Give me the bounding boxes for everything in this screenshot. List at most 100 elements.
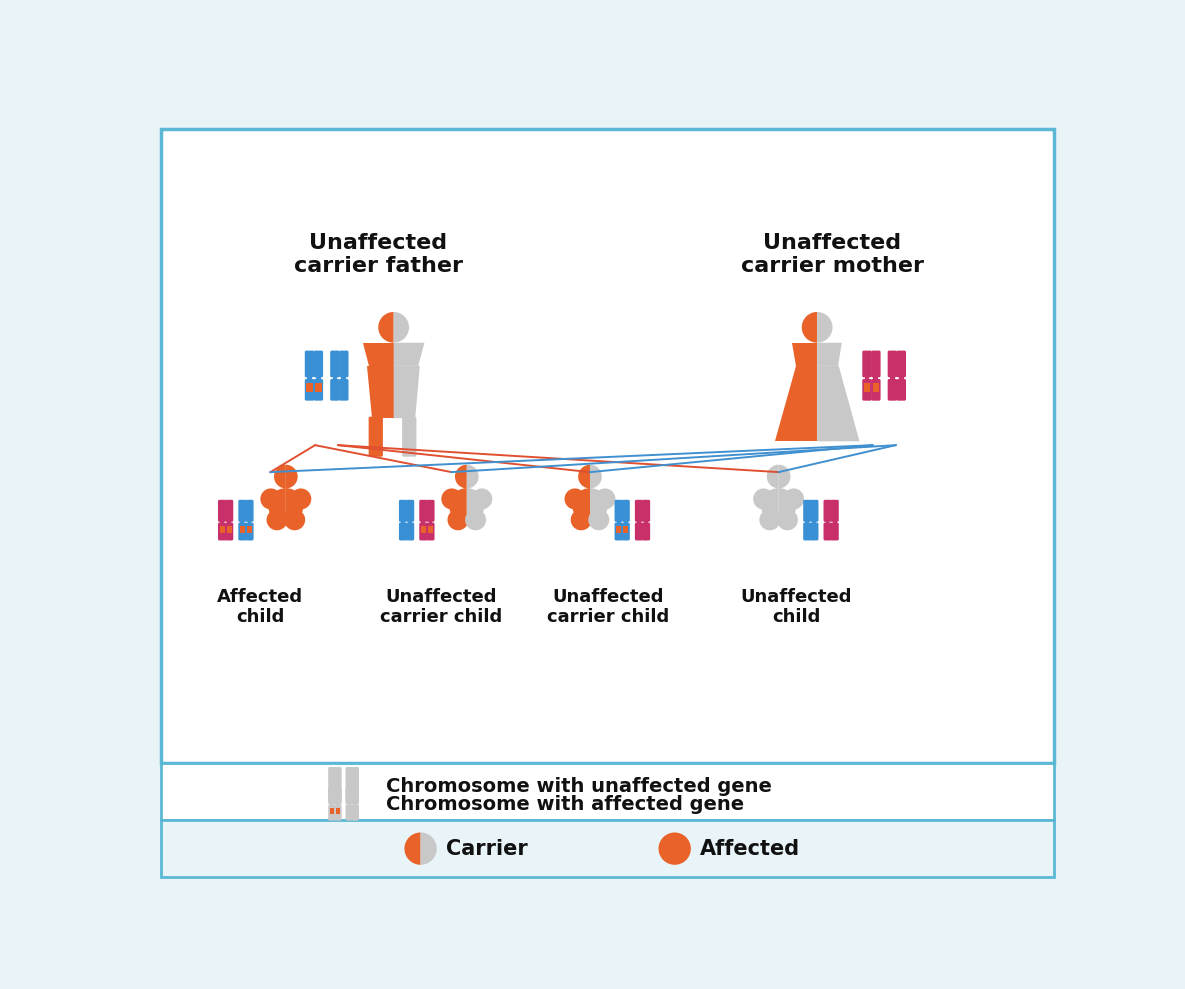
Circle shape <box>564 489 585 509</box>
Bar <box>337 803 340 806</box>
Bar <box>331 784 333 788</box>
Text: Unaffected
carrier child: Unaffected carrier child <box>546 587 668 626</box>
Bar <box>316 376 321 381</box>
Circle shape <box>754 489 774 509</box>
FancyBboxPatch shape <box>642 522 651 540</box>
Wedge shape <box>467 489 485 523</box>
Circle shape <box>465 509 486 530</box>
Bar <box>813 520 816 524</box>
Bar <box>246 526 252 533</box>
Wedge shape <box>404 833 421 864</box>
Wedge shape <box>590 465 602 489</box>
Text: Chromosome with affected gene: Chromosome with affected gene <box>386 795 744 814</box>
FancyBboxPatch shape <box>334 767 341 786</box>
Text: Unaffected
carrier child: Unaffected carrier child <box>380 587 502 626</box>
Wedge shape <box>286 489 303 523</box>
FancyBboxPatch shape <box>406 499 415 522</box>
FancyBboxPatch shape <box>888 379 897 401</box>
Wedge shape <box>268 489 286 523</box>
Bar <box>890 376 895 381</box>
Bar <box>806 520 809 524</box>
FancyBboxPatch shape <box>863 350 872 378</box>
FancyBboxPatch shape <box>334 785 341 805</box>
Circle shape <box>290 489 312 509</box>
Wedge shape <box>455 465 467 489</box>
Bar <box>428 526 433 533</box>
Polygon shape <box>818 343 841 366</box>
FancyBboxPatch shape <box>314 379 324 401</box>
Circle shape <box>284 509 306 530</box>
FancyBboxPatch shape <box>615 499 622 522</box>
Wedge shape <box>393 312 409 343</box>
FancyBboxPatch shape <box>803 522 812 540</box>
FancyBboxPatch shape <box>427 499 435 522</box>
FancyBboxPatch shape <box>346 805 353 821</box>
Wedge shape <box>286 465 297 489</box>
Text: Unaffected
child: Unaffected child <box>741 587 852 626</box>
Bar <box>616 526 621 533</box>
Bar <box>872 384 879 392</box>
Bar <box>623 520 628 524</box>
FancyBboxPatch shape <box>352 786 359 802</box>
FancyBboxPatch shape <box>831 499 839 522</box>
Polygon shape <box>367 366 393 418</box>
Bar <box>333 376 338 381</box>
Wedge shape <box>274 465 286 489</box>
Bar <box>248 520 251 524</box>
FancyBboxPatch shape <box>346 785 353 805</box>
FancyBboxPatch shape <box>314 350 324 378</box>
Bar <box>341 376 346 381</box>
FancyBboxPatch shape <box>346 767 353 786</box>
Bar <box>219 526 225 533</box>
FancyBboxPatch shape <box>419 499 428 522</box>
FancyBboxPatch shape <box>339 379 348 401</box>
FancyBboxPatch shape <box>402 416 416 457</box>
Bar <box>422 520 425 524</box>
FancyBboxPatch shape <box>161 764 1053 820</box>
Text: Affected
child: Affected child <box>217 587 303 626</box>
FancyBboxPatch shape <box>331 350 340 378</box>
Wedge shape <box>378 312 393 343</box>
Circle shape <box>659 833 691 864</box>
Polygon shape <box>818 366 859 441</box>
Bar <box>401 520 405 524</box>
Bar <box>421 526 425 533</box>
FancyBboxPatch shape <box>635 499 643 522</box>
FancyBboxPatch shape <box>399 499 408 522</box>
FancyBboxPatch shape <box>218 522 226 540</box>
Circle shape <box>760 509 781 530</box>
Text: Affected: Affected <box>700 839 800 858</box>
Circle shape <box>472 489 492 509</box>
FancyBboxPatch shape <box>897 350 907 378</box>
FancyBboxPatch shape <box>824 522 832 540</box>
Wedge shape <box>421 833 437 864</box>
Circle shape <box>777 509 798 530</box>
Bar <box>645 520 648 524</box>
Polygon shape <box>775 366 818 441</box>
Bar <box>865 376 870 381</box>
FancyBboxPatch shape <box>622 499 629 522</box>
FancyBboxPatch shape <box>871 350 880 378</box>
FancyBboxPatch shape <box>245 522 254 540</box>
FancyBboxPatch shape <box>305 350 314 378</box>
Circle shape <box>441 489 462 509</box>
Bar <box>331 803 333 806</box>
Bar <box>241 520 244 524</box>
FancyBboxPatch shape <box>328 786 335 802</box>
Bar <box>347 784 351 788</box>
Polygon shape <box>363 343 393 366</box>
Circle shape <box>261 489 281 509</box>
Bar <box>228 520 231 524</box>
FancyBboxPatch shape <box>871 379 880 401</box>
FancyBboxPatch shape <box>225 522 233 540</box>
Bar <box>335 808 340 814</box>
Circle shape <box>571 509 591 530</box>
Bar <box>353 784 357 788</box>
FancyBboxPatch shape <box>406 522 415 540</box>
Polygon shape <box>393 366 419 418</box>
FancyBboxPatch shape <box>615 522 622 540</box>
Bar <box>315 384 321 392</box>
FancyBboxPatch shape <box>352 785 359 805</box>
FancyBboxPatch shape <box>334 805 341 821</box>
Bar <box>864 384 870 392</box>
